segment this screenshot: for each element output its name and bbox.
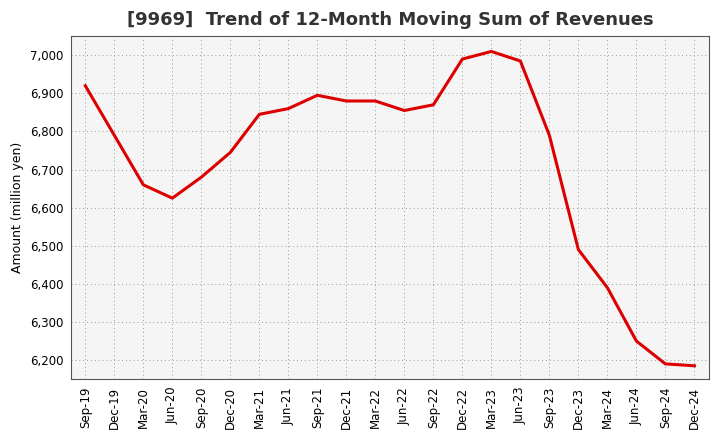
Y-axis label: Amount (million yen): Amount (million yen) [11,142,24,273]
Title: [9969]  Trend of 12-Month Moving Sum of Revenues: [9969] Trend of 12-Month Moving Sum of R… [127,11,653,29]
